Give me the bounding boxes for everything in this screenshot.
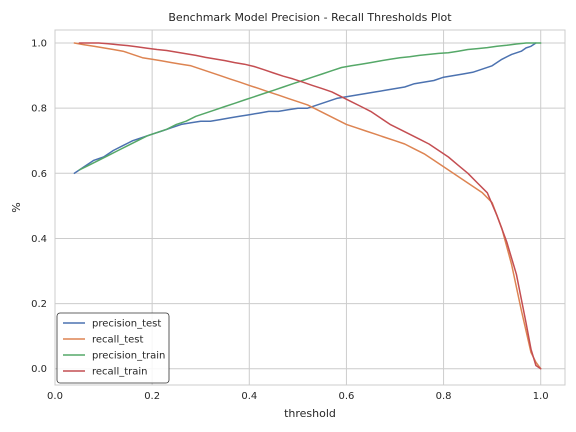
y-tick-label: 0.2: [31, 299, 47, 310]
legend-box: [56, 312, 170, 384]
legend-label: recall_test: [92, 335, 144, 346]
plot-frame: [54, 29, 566, 386]
y-tick-label: 0.8: [31, 104, 47, 115]
x-tick-label: 1.0: [533, 391, 549, 402]
y-tick-label: 1.0: [31, 39, 47, 50]
legend-label: precision_train: [92, 351, 165, 362]
x-tick-label: 0.2: [144, 391, 160, 402]
y-axis-label: %: [10, 202, 23, 212]
y-tick-label: 0.4: [31, 234, 47, 245]
y-tick-label: 0.6: [31, 169, 47, 180]
tick-labels: 0.0 0.2 0.4 0.6 0.8 1.0 0.0 0.2 0.4 0.6 0.8 1.0: [31, 39, 549, 402]
series-line-precision-train: [78, 42, 542, 171]
chart-title: Benchmark Model Precision - Recall Thres…: [168, 11, 452, 24]
x-tick-label: 0.8: [436, 391, 452, 402]
y-tick-label: 0.0: [31, 364, 47, 375]
series-line-recall-train: [78, 42, 542, 370]
x-tick-label: 0.6: [338, 391, 354, 402]
x-tick-label: 0.0: [47, 391, 63, 402]
x-tick-label: 0.4: [241, 391, 257, 402]
legend-label: recall_train: [92, 367, 148, 378]
series-line-recall-test: [73, 42, 542, 370]
legend: precision_test recall_test precision_train…: [56, 312, 170, 384]
series-lines: [73, 42, 542, 370]
legend-label: precision_test: [92, 319, 161, 330]
x-axis-label: threshold: [284, 407, 336, 420]
